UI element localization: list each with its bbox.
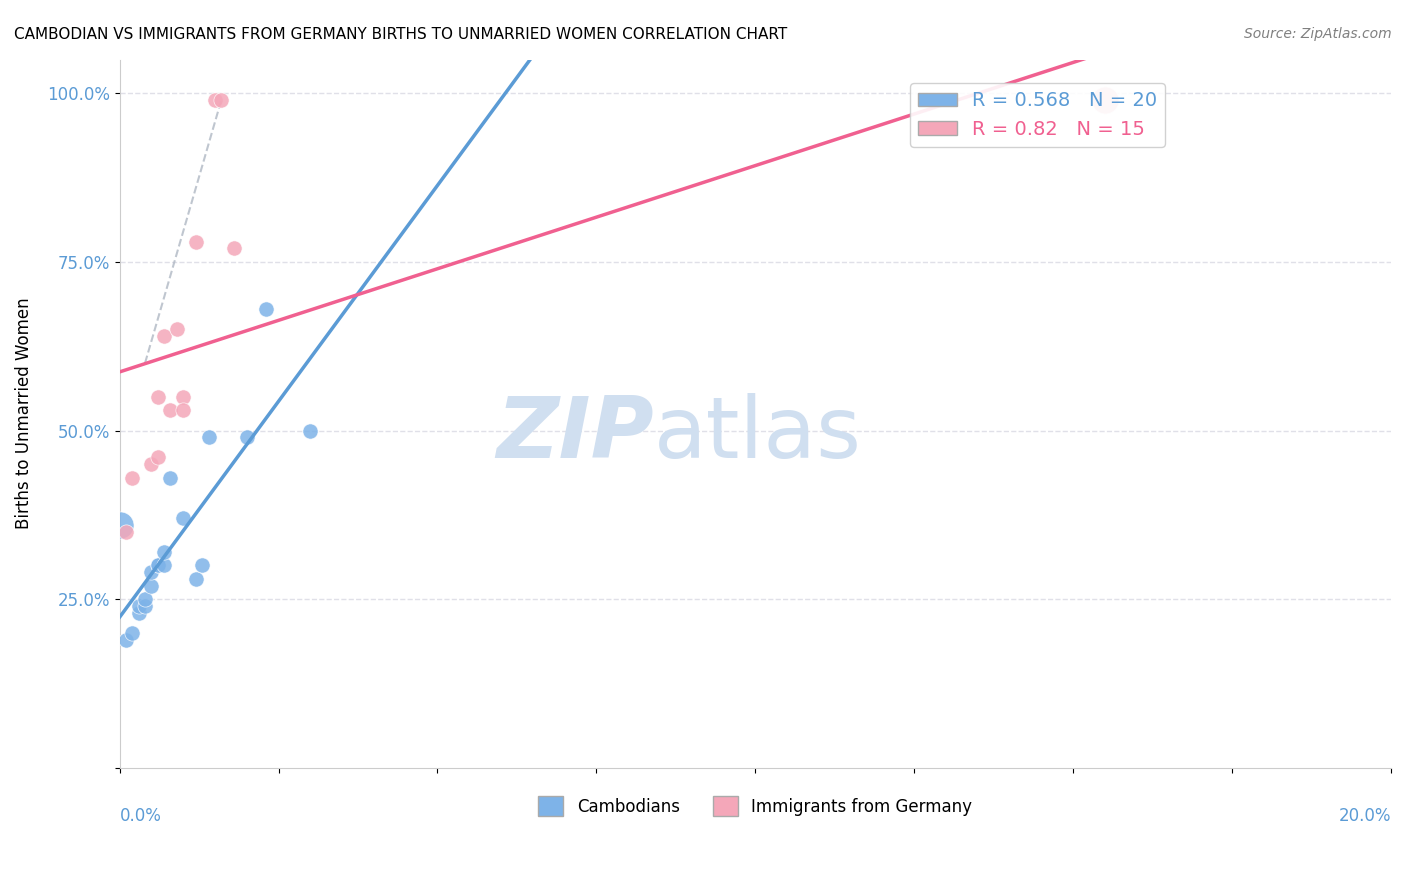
Point — [159, 471, 181, 485]
Point — [254, 302, 277, 317]
Text: 0.0%: 0.0% — [120, 806, 162, 824]
Point — [134, 599, 156, 613]
Point — [121, 471, 143, 485]
Point — [141, 457, 163, 471]
Point — [153, 329, 176, 343]
Point — [141, 579, 163, 593]
Point — [204, 93, 226, 107]
Point — [235, 430, 257, 444]
Point — [141, 565, 163, 579]
Point — [153, 558, 176, 573]
Text: ZIP: ZIP — [496, 393, 654, 476]
Point — [146, 390, 169, 404]
Point — [146, 558, 169, 573]
Point — [115, 524, 138, 539]
Text: Source: ZipAtlas.com: Source: ZipAtlas.com — [1244, 27, 1392, 41]
Point — [115, 632, 138, 647]
Point — [172, 403, 194, 417]
Text: 20.0%: 20.0% — [1339, 806, 1391, 824]
Point — [146, 558, 169, 573]
Point — [153, 545, 176, 559]
Text: CAMBODIAN VS IMMIGRANTS FROM GERMANY BIRTHS TO UNMARRIED WOMEN CORRELATION CHART: CAMBODIAN VS IMMIGRANTS FROM GERMANY BIR… — [14, 27, 787, 42]
Point — [108, 517, 131, 532]
Point — [209, 93, 232, 107]
Text: atlas: atlas — [654, 393, 862, 476]
Point — [1094, 93, 1116, 107]
Point — [172, 390, 194, 404]
Point — [121, 625, 143, 640]
Point — [197, 430, 219, 444]
Legend: Cambodians, Immigrants from Germany: Cambodians, Immigrants from Germany — [531, 789, 979, 823]
Point — [191, 558, 214, 573]
Point — [134, 592, 156, 607]
Point — [128, 606, 150, 620]
Point — [222, 242, 245, 256]
Point — [159, 403, 181, 417]
Point — [299, 424, 322, 438]
Y-axis label: Births to Unmarried Women: Births to Unmarried Women — [15, 298, 32, 530]
Point — [184, 572, 207, 586]
Point — [184, 235, 207, 249]
Point — [172, 511, 194, 525]
Point — [128, 599, 150, 613]
Point — [146, 450, 169, 465]
Point — [166, 322, 188, 336]
